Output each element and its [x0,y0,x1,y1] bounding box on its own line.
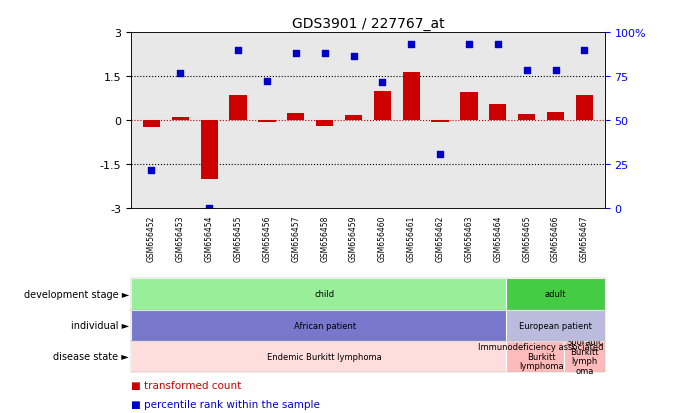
Text: adult: adult [545,290,567,299]
Text: ■ percentile rank within the sample: ■ percentile rank within the sample [131,399,320,409]
Bar [460,93,477,121]
Point [175,71,186,77]
Bar [547,113,565,121]
Bar [200,121,218,179]
Bar [565,341,605,372]
Bar [316,121,333,127]
Text: individual ►: individual ► [70,320,129,330]
Bar [507,279,605,310]
Text: development stage ►: development stage ► [23,289,129,299]
Point [204,205,215,212]
Bar [374,92,391,121]
Text: child: child [314,290,334,299]
Point [319,50,330,57]
Bar [131,310,518,341]
Bar [345,116,362,121]
Bar [507,341,576,372]
Point [290,50,301,57]
Bar [143,121,160,128]
Title: GDS3901 / 227767_at: GDS3901 / 227767_at [292,17,444,31]
Point [406,41,417,48]
Bar [229,96,247,121]
Bar [171,118,189,121]
Text: European patient: European patient [519,321,592,330]
Bar [518,114,536,121]
Bar [489,105,507,121]
Point [233,47,244,54]
Bar [131,341,518,372]
Bar [287,114,305,121]
Bar [131,279,518,310]
Text: Sporadic
Burkitt
lymph
oma: Sporadic Burkitt lymph oma [566,337,603,375]
Point [261,78,272,85]
Text: Immunodeficiency associated
Burkitt
lymphoma: Immunodeficiency associated Burkitt lymp… [478,342,604,370]
Point [435,151,446,158]
Text: Endemic Burkitt lymphoma: Endemic Burkitt lymphoma [267,352,382,361]
Point [550,68,561,74]
Point [348,53,359,60]
Bar [403,73,420,121]
Point [377,79,388,86]
Point [492,41,503,48]
Point [146,167,157,174]
Bar [431,121,448,123]
Text: disease state ►: disease state ► [53,351,129,361]
Point [521,68,532,74]
Bar [258,121,276,122]
Point [579,47,590,54]
Text: African patient: African patient [294,321,356,330]
Bar [576,96,593,121]
Bar [507,310,605,341]
Text: ■ transformed count: ■ transformed count [131,380,242,390]
Point [464,41,475,48]
